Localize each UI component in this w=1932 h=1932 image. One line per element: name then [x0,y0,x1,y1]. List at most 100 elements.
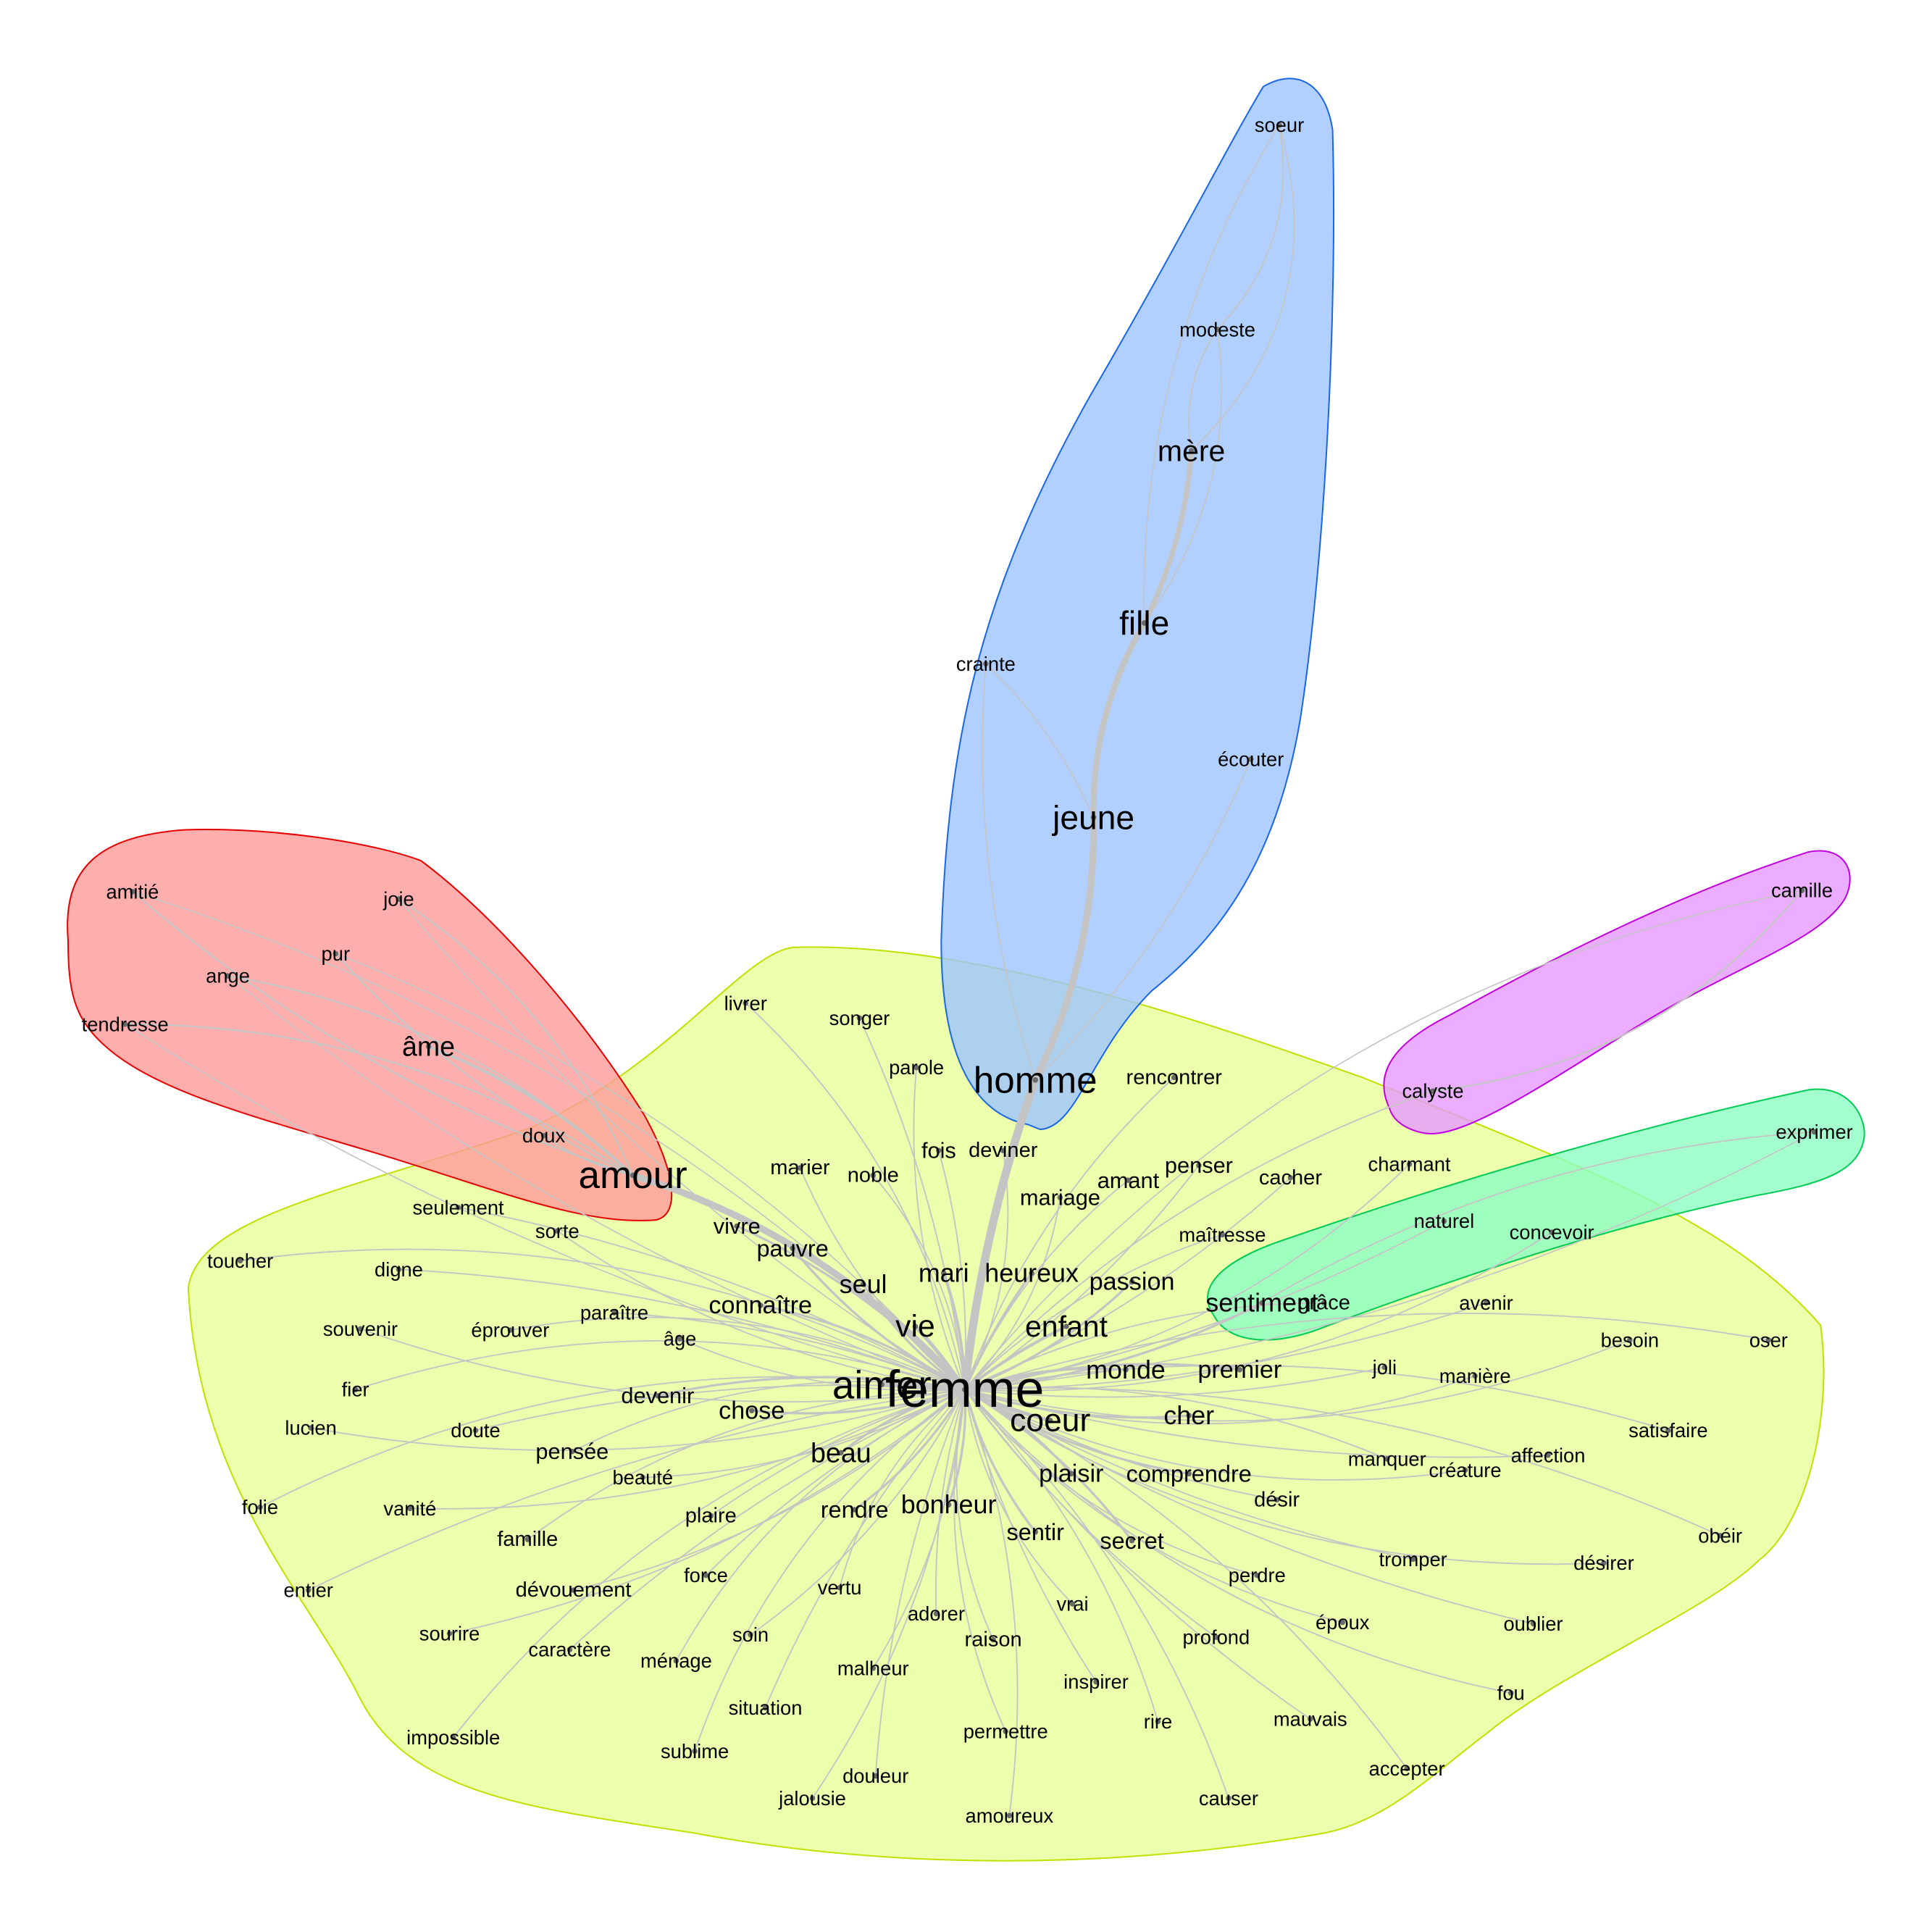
edge-femme-douleur [874,1389,966,1777]
node-label-desirer: désirer [1573,1552,1634,1574]
node-label-heureux: heureux [984,1258,1079,1287]
node-dot-doux [540,1132,547,1139]
node-label-pauvre: pauvre [757,1235,829,1261]
node-label-mari: mari [919,1258,969,1287]
node-dot-avenir [1483,1300,1489,1306]
node-dot-mariage [1057,1195,1063,1200]
node-label-charmant: charmant [1368,1153,1451,1176]
edge-femme-mauvais [963,1389,1311,1720]
node-label-manquer: manquer [1348,1447,1426,1470]
node-dot-calyste [1430,1088,1436,1094]
node-dot-mere [1188,448,1195,454]
node-label-famille: famille [497,1528,558,1551]
node-label-coeur: coeur [1010,1402,1090,1438]
node-label-beau: beau [811,1437,871,1468]
node-dot-maniere [1472,1373,1478,1379]
edge-femme-sublime [694,1389,966,1752]
node-label-beaute: beauté [612,1466,673,1489]
node-dot-desir [1274,1497,1280,1503]
node-dot-satisfaire [1665,1427,1671,1434]
node-dot-aimer [879,1381,885,1388]
node-label-monde: monde [1086,1355,1166,1384]
node-label-plaire: plaire [685,1505,737,1528]
node-label-enfant: enfant [1025,1310,1108,1343]
node-label-perdre: perdre [1229,1564,1286,1586]
node-dot-mauvais [1308,1716,1313,1722]
node-label-force: force [684,1564,728,1586]
node-dot-soin [748,1631,753,1638]
edge-femme-jalousie [811,1389,966,1799]
node-dot-jalousie [809,1795,816,1802]
edge-femme-tendresse [124,1024,966,1391]
node-dot-menage [673,1657,679,1664]
node-dot-adorer [933,1610,940,1617]
node-dot-famille [524,1536,531,1542]
node-label-rencontrer: rencontrer [1126,1066,1223,1089]
edge-femme-naturel [963,1220,1445,1391]
edge-femme-parole [913,1066,966,1391]
edge-calyste-camille [1431,890,1803,1092]
node-label-doute: doute [451,1419,500,1442]
node-label-desir: désir [1254,1488,1300,1511]
edge-homme-jeune [1032,814,1097,1084]
node-label-ecouter: écouter [1218,748,1284,770]
node-dot-plaisir [1069,1471,1074,1477]
node-label-caractere: caractère [528,1639,611,1661]
edge-femme-joie [398,898,966,1391]
node-dot-joli [1381,1364,1388,1371]
node-dot-digne [396,1266,402,1273]
node-label-affection: affection [1511,1444,1586,1466]
edge-amour-tendresse [124,1023,634,1176]
node-label-maitresse: maîtresse [1179,1224,1266,1246]
node-label-fou: fou [1497,1682,1525,1705]
node-label-ange: ange [206,965,250,987]
node-label-vanite: vanité [383,1497,436,1520]
node-label-amour: amour [579,1154,687,1197]
node-label-souvenir: souvenir [323,1318,398,1340]
node-label-chose: chose [719,1397,785,1424]
node-dot-pensee [569,1448,575,1455]
node-dot-marier [797,1165,803,1171]
edge-femme-creature [963,1389,1466,1481]
edge-femme-menage [675,1389,966,1662]
edge-femme-penser [963,1164,1200,1391]
edge-femme-folie [259,1376,966,1508]
edge-femme-mariage [963,1197,1061,1391]
node-dot-livrer [743,1000,748,1006]
edge-femme-causer [963,1389,1229,1799]
edge-femme-tromper [963,1389,1414,1560]
edge-femme-desirer [963,1389,1605,1565]
edge-femme-bonheur [947,1388,967,1506]
node-label-epoux: époux [1316,1611,1370,1634]
node-label-seul: seul [840,1270,887,1299]
node-label-inspirer: inspirer [1063,1670,1129,1693]
node-dot-grace [1321,1300,1327,1306]
node-label-amant: amant [1097,1168,1160,1193]
node-dot-noble [870,1172,877,1179]
node-dot-tromper [1410,1556,1416,1563]
node-label-soeur: soeur [1255,114,1304,136]
edge-femme-calyste [963,1090,1434,1391]
edge-sentiment-exprimer [1261,1131,1815,1304]
node-dot-exprimer [1811,1129,1818,1135]
node-dot-inspirer [1093,1678,1099,1685]
edge-jeune-fille [1090,619,1147,821]
node-dot-force [703,1572,709,1578]
edge-femme-oublier [963,1389,1534,1625]
edge-femme-pur [335,953,966,1391]
node-dot-situation [762,1705,769,1711]
node-dot-maitresse [1219,1231,1226,1238]
node-label-premier: premier [1197,1356,1281,1384]
node-dot-beau [838,1450,844,1456]
node-dot-vrai [1069,1601,1076,1607]
edge-femme-soin [750,1389,966,1636]
edge-femme-grace [963,1302,1325,1391]
edge-homme-ecouter [1034,758,1252,1081]
edge-jeune-crainte [985,663,1095,819]
node-dot-sourire [446,1631,453,1636]
node-dot-femme [962,1387,968,1392]
node-label-satisfaire: satisfaire [1628,1419,1707,1442]
node-dot-cacher [1287,1175,1294,1181]
node-dot-camille [1799,887,1805,893]
